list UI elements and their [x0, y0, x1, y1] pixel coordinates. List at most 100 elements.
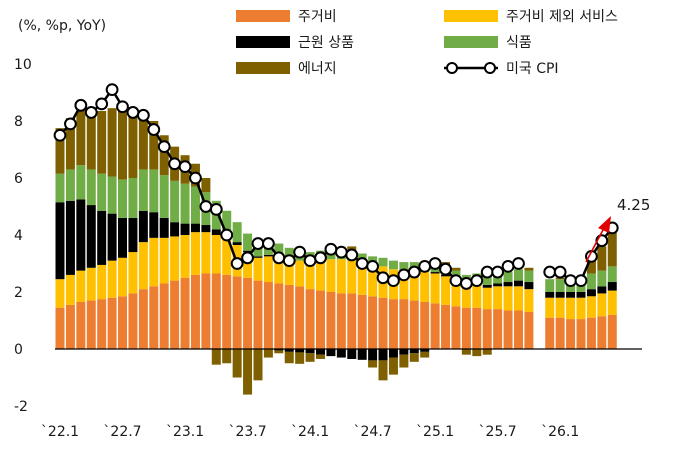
bar-food — [86, 169, 96, 206]
bar-core_goods — [336, 349, 346, 358]
bar-services_ex_shelter — [451, 280, 461, 307]
bar-services_ex_shelter — [243, 252, 253, 278]
x-tick-label: `22.1 — [41, 424, 79, 440]
bar-services_ex_shelter — [368, 264, 378, 297]
bar-services_ex_shelter — [222, 239, 232, 275]
bar-services_ex_shelter — [347, 259, 357, 294]
bar-food — [493, 273, 503, 284]
y-tick-label: 8 — [14, 114, 23, 130]
bar-services_ex_shelter — [586, 296, 596, 318]
bar-services_ex_shelter — [107, 260, 117, 298]
y-axis-label: (%, %p, YoY) — [18, 18, 106, 34]
cpi-point — [439, 262, 452, 276]
bar-core_goods — [284, 349, 294, 352]
cpi-point — [574, 274, 588, 288]
arrow-head — [598, 216, 611, 233]
bar-core_goods — [55, 202, 65, 280]
cpi-point — [324, 242, 338, 256]
bar-core_goods — [149, 212, 159, 238]
y-axis: -2 0 2 4 6 8 10 — [14, 57, 32, 415]
legend-label-shelter: 주거비 — [298, 9, 337, 25]
cpi-point — [199, 200, 213, 213]
bar-core_goods — [388, 349, 398, 358]
bar-core_goods — [409, 349, 419, 354]
bar-core_goods — [97, 210, 107, 265]
bar-services_ex_shelter — [336, 259, 346, 294]
bar-energy — [409, 353, 419, 362]
bars — [55, 102, 617, 395]
bar-core_goods — [555, 292, 565, 298]
bar-shelter — [76, 301, 86, 349]
bar-core_goods — [493, 283, 503, 287]
bar-food — [180, 183, 190, 224]
bar-food — [118, 179, 128, 218]
cpi-point — [241, 251, 254, 265]
cpi-point — [512, 257, 525, 270]
x-tick-label: `23.1 — [166, 424, 204, 440]
bar-core_goods — [243, 250, 253, 253]
x-tick-label: `24.1 — [291, 424, 329, 440]
bar-food — [274, 243, 284, 255]
bar-services_ex_shelter — [128, 252, 138, 294]
bar-core_goods — [107, 213, 117, 261]
bar-core_goods — [576, 292, 586, 298]
cpi-line — [53, 83, 619, 290]
bar-food — [232, 222, 242, 243]
bar-core_goods — [607, 282, 617, 291]
bar-core_goods — [305, 349, 315, 354]
cpi-point — [449, 274, 463, 288]
bar-services_ex_shelter — [159, 237, 169, 284]
bar-shelter — [138, 289, 148, 349]
cpi-point — [53, 128, 67, 142]
cpi-point — [376, 271, 390, 285]
x-tick-label: `22.7 — [103, 424, 141, 440]
cpi-point — [136, 108, 150, 122]
bar-services_ex_shelter — [524, 289, 534, 312]
bar-shelter — [576, 319, 586, 349]
bar-services_ex_shelter — [316, 259, 325, 291]
cpi-point — [418, 259, 432, 273]
bar-food — [513, 269, 523, 281]
bar-services_ex_shelter — [149, 237, 159, 287]
cpi-point — [428, 257, 442, 270]
bar-core_goods — [503, 282, 513, 287]
bar-services_ex_shelter — [482, 287, 492, 310]
bar-energy — [55, 128, 65, 174]
bar-services_ex_shelter — [493, 286, 503, 310]
bar-shelter — [170, 280, 180, 349]
bar-shelter — [274, 283, 284, 349]
bar-food — [128, 178, 138, 218]
bar-energy — [472, 349, 482, 357]
bar-shelter — [284, 284, 294, 349]
cpi-point — [126, 106, 140, 119]
bar-core_goods — [378, 349, 388, 361]
cpi-point — [293, 245, 307, 259]
bar-food — [388, 260, 398, 270]
bar-energy — [232, 349, 242, 378]
x-tick-label: `24.7 — [354, 424, 392, 440]
bar-core_goods — [65, 200, 75, 275]
cpi-point — [168, 157, 182, 171]
bar-services_ex_shelter — [180, 235, 190, 278]
bar-services_ex_shelter — [86, 267, 96, 301]
bar-energy — [284, 351, 294, 364]
bar-shelter — [430, 303, 440, 349]
cpi-point — [84, 106, 98, 119]
bar-core_goods — [159, 217, 169, 238]
bar-energy — [295, 352, 305, 364]
bar-services_ex_shelter — [295, 260, 305, 287]
y-tick-label: 0 — [14, 342, 23, 358]
bar-core_goods — [118, 217, 128, 258]
annotation-label: 4.25 — [617, 196, 650, 214]
bar-shelter — [461, 307, 471, 349]
bar-services_ex_shelter — [597, 293, 607, 317]
bar-core_goods — [586, 289, 596, 297]
bar-services_ex_shelter — [545, 297, 555, 318]
bar-shelter — [190, 274, 200, 349]
bar-energy — [597, 246, 607, 271]
bar-services_ex_shelter — [190, 232, 200, 275]
bar-food — [159, 175, 169, 218]
x-tick-label: `26.1 — [541, 424, 579, 440]
bar-energy — [86, 109, 96, 170]
legend-label-services_ex_shelter: 주거비 제외 서비스 — [506, 9, 618, 25]
